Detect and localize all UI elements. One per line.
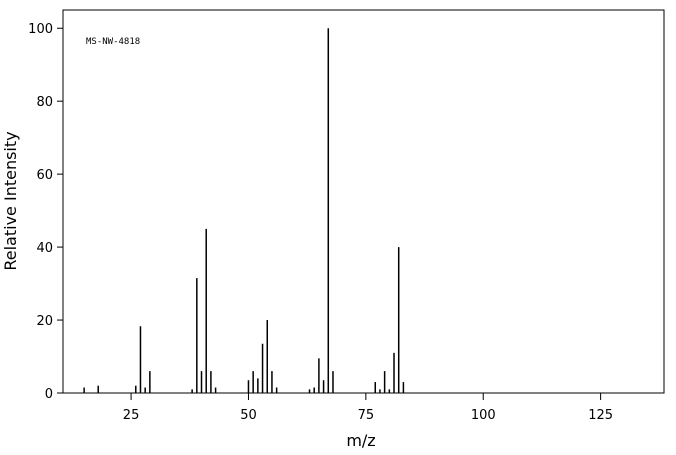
x-tick-label: 75 xyxy=(358,408,375,423)
y-tick-label: 40 xyxy=(36,241,53,256)
y-tick-label: 80 xyxy=(36,95,53,110)
x-tick-label: 100 xyxy=(471,408,496,423)
x-tick-label: 125 xyxy=(588,408,613,423)
y-tick-label: 100 xyxy=(28,22,53,37)
y-axis-label: Relative Intensity xyxy=(1,131,20,270)
x-tick-label: 25 xyxy=(123,408,140,423)
plot-frame xyxy=(62,9,665,394)
y-tick-label: 0 xyxy=(45,387,53,402)
y-tick-label: 20 xyxy=(36,314,53,329)
annotation: MS-NW-4818 xyxy=(86,37,140,47)
y-tick-label: 60 xyxy=(36,168,53,183)
x-axis-label: m/z xyxy=(346,431,375,450)
x-tick-label: 50 xyxy=(240,408,257,423)
